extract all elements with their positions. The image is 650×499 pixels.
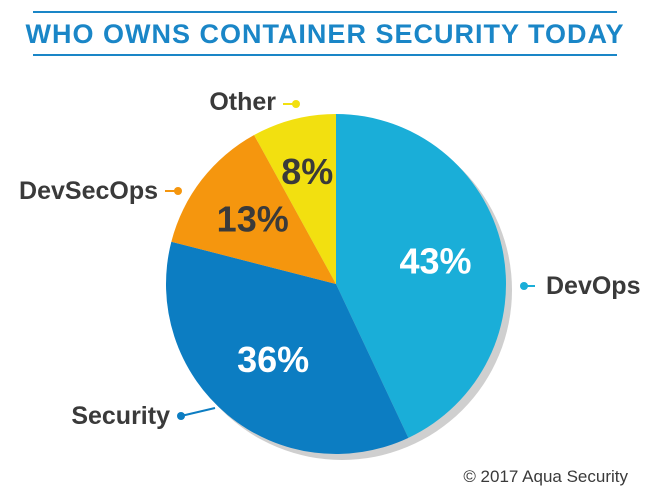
callout-dot-devops xyxy=(520,282,528,290)
category-label-devsecops: DevSecOps xyxy=(19,177,158,205)
percent-label-security: 36% xyxy=(237,339,309,380)
pie-slice-devops xyxy=(336,114,506,438)
chart-title: WHO OWNS CONTAINER SECURITY TODAY xyxy=(25,19,624,49)
percent-labels: 43% 36% 13% 8% xyxy=(217,151,472,380)
category-label-devops: DevOps xyxy=(546,272,640,300)
callout-line-security xyxy=(180,407,216,417)
pie-slice-other xyxy=(254,114,336,284)
percent-label-devsecops: 13% xyxy=(217,198,289,239)
percent-label-devops: 43% xyxy=(400,241,472,282)
pie-slice-security xyxy=(166,241,409,454)
copyright-text: © 2017 Aqua Security xyxy=(463,467,628,486)
callout-dot-devsecops xyxy=(174,187,182,195)
pie-slices xyxy=(166,114,506,454)
callout-dot-other xyxy=(292,100,300,108)
callout-dot-security xyxy=(177,412,185,420)
category-label-security: Security xyxy=(71,402,170,430)
category-callouts: DevOps Security DevSecOps Other xyxy=(19,88,640,430)
percent-label-other: 8% xyxy=(281,151,333,192)
category-label-other: Other xyxy=(209,88,276,116)
pie-slice-devsecops xyxy=(171,135,336,284)
